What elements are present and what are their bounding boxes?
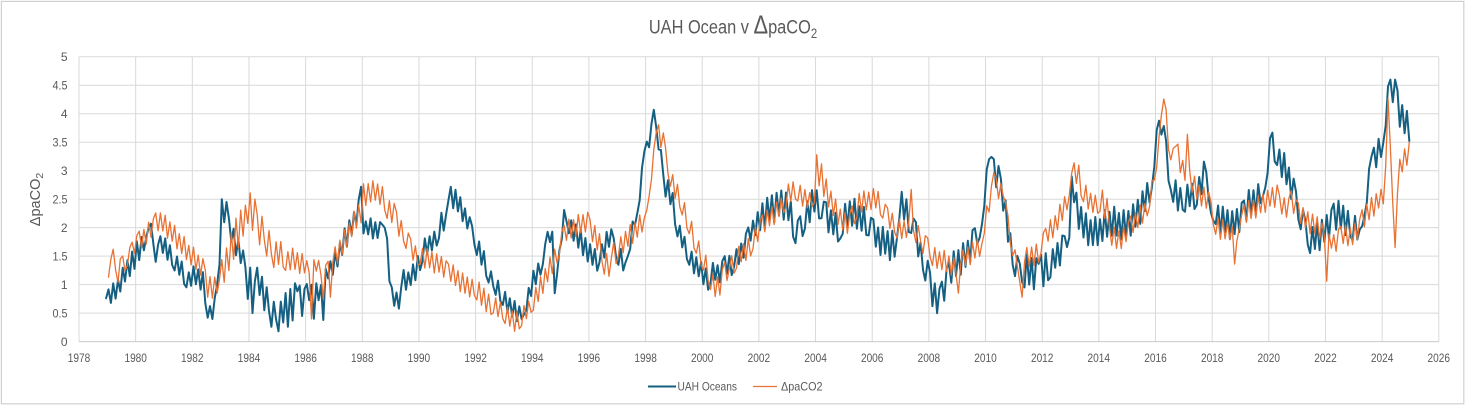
svg-text:3: 3 xyxy=(61,164,68,178)
svg-text:2024: 2024 xyxy=(1371,351,1394,365)
svg-text:2026: 2026 xyxy=(1428,351,1451,365)
svg-text:2014: 2014 xyxy=(1088,351,1111,365)
svg-text:2002: 2002 xyxy=(748,351,771,365)
svg-text:1992: 1992 xyxy=(464,351,487,365)
svg-text:1994: 1994 xyxy=(521,351,544,365)
svg-text:4.5: 4.5 xyxy=(53,79,68,93)
svg-text:2: 2 xyxy=(61,221,68,235)
svg-text:1990: 1990 xyxy=(408,351,431,365)
svg-text:1998: 1998 xyxy=(634,351,657,365)
svg-text:2012: 2012 xyxy=(1031,351,1054,365)
svg-text:0.5: 0.5 xyxy=(53,306,68,320)
svg-text:1988: 1988 xyxy=(351,351,374,365)
svg-text:3.5: 3.5 xyxy=(53,135,68,149)
svg-text:2016: 2016 xyxy=(1144,351,1167,365)
svg-text:UAH Ocean v ΔpaCO2: UAH Ocean v ΔpaCO2 xyxy=(649,11,817,41)
svg-text:ΔpaCO2: ΔpaCO2 xyxy=(28,173,46,227)
svg-text:1996: 1996 xyxy=(578,351,601,365)
svg-text:2000: 2000 xyxy=(691,351,714,365)
svg-text:2020: 2020 xyxy=(1258,351,1281,365)
svg-text:1980: 1980 xyxy=(124,351,147,365)
svg-text:1.5: 1.5 xyxy=(53,249,68,263)
svg-text:2022: 2022 xyxy=(1314,351,1337,365)
svg-text:UAH Oceans: UAH Oceans xyxy=(678,380,738,394)
svg-text:1982: 1982 xyxy=(181,351,204,365)
svg-text:1986: 1986 xyxy=(294,351,317,365)
svg-text:ΔpaCO2: ΔpaCO2 xyxy=(781,380,823,394)
svg-text:4: 4 xyxy=(61,107,68,121)
svg-text:2008: 2008 xyxy=(918,351,941,365)
svg-text:2.5: 2.5 xyxy=(53,192,68,206)
svg-text:5: 5 xyxy=(61,50,68,64)
svg-text:0: 0 xyxy=(61,335,68,349)
svg-text:1984: 1984 xyxy=(238,351,261,365)
svg-text:1978: 1978 xyxy=(68,351,91,365)
svg-text:2006: 2006 xyxy=(861,351,884,365)
svg-text:2010: 2010 xyxy=(974,351,997,365)
svg-text:1: 1 xyxy=(61,278,68,292)
svg-text:2018: 2018 xyxy=(1201,351,1224,365)
svg-text:2004: 2004 xyxy=(804,351,827,365)
